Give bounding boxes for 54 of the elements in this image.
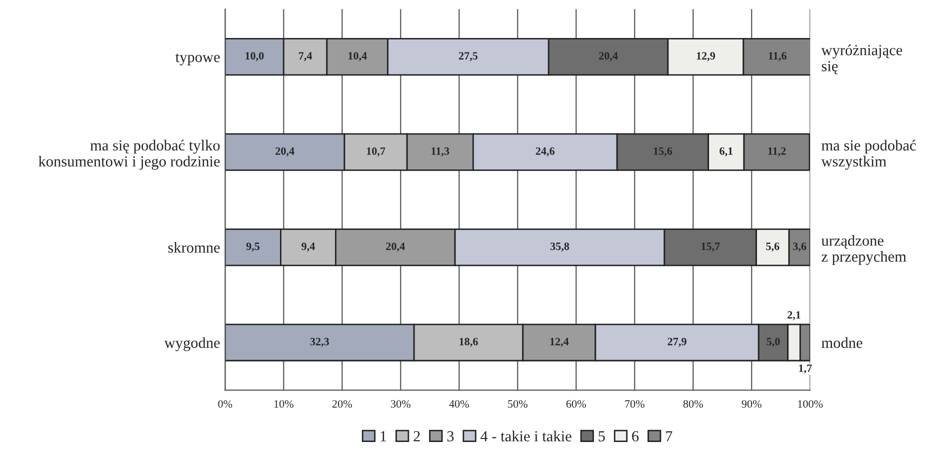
y-tick-label: skromne (168, 242, 220, 253)
x-tick-label: 20% (332, 400, 352, 408)
x-tick-label: 30% (390, 400, 410, 408)
data-label: 27,5 (458, 52, 478, 62)
x-tick-label: 0% (218, 400, 232, 408)
x-tick-label: 10% (274, 400, 294, 408)
data-label: 27,9 (668, 338, 686, 347)
data-label: 5,6 (766, 242, 780, 252)
legend-label: 2 (414, 431, 420, 442)
legend-label: 6 (632, 431, 639, 442)
x-tick-label: 40% (449, 400, 469, 408)
x-tick-label: 80% (683, 400, 703, 408)
data-label: 18,6 (460, 338, 478, 347)
legend-label: 3 (447, 431, 454, 442)
data-label: 11,6 (768, 52, 786, 62)
data-label: 12,4 (550, 338, 569, 347)
data-label: 5,0 (766, 338, 780, 347)
data-label: 35,8 (550, 242, 570, 252)
legend-label: 4 - takie i takie (480, 430, 572, 442)
legend-label: 1 (380, 431, 386, 442)
data-label: 6,1 (720, 147, 733, 156)
x-tick-label: 90% (742, 400, 762, 408)
y2-tick-label: wyróżniające się (821, 44, 902, 74)
data-label: 7,4 (298, 52, 312, 62)
y2-tick-label: modne (822, 337, 862, 348)
data-label: 1,7 (799, 364, 812, 374)
data-label: 2,1 (788, 311, 800, 320)
y-tick-label: wygodne (164, 337, 220, 352)
data-label: 20,4 (386, 242, 405, 252)
data-label: 10,4 (348, 52, 367, 62)
y-tick-label: ma się podobać tylko konsumentowi i jego rodzinie (38, 140, 220, 170)
data-label: 24,6 (536, 147, 555, 156)
x-tick-label: 70% (625, 400, 644, 408)
y-tick-label: typowe (175, 53, 220, 66)
data-label: 15,7 (702, 242, 720, 252)
data-label: 11,2 (768, 147, 786, 156)
y2-tick-label: ma sie podobać wszystkim (821, 140, 916, 170)
data-label: 32,3 (310, 338, 329, 347)
data-label: 9,4 (302, 242, 315, 252)
data-label: 20,4 (276, 147, 294, 156)
x-tick-label: 100% (798, 400, 823, 408)
data-label: 12,9 (696, 52, 716, 62)
data-label: 10,0 (246, 52, 264, 62)
data-label: 20,4 (599, 52, 618, 62)
data-label: 10,7 (366, 147, 386, 156)
x-tick-label: 50% (508, 400, 528, 408)
data-label: 15,6 (654, 147, 672, 156)
data-label: 11,3 (432, 147, 450, 156)
legend-label: 5 (598, 431, 605, 442)
data-label: 9,5 (246, 242, 260, 252)
x-tick-label: 60% (566, 400, 586, 408)
legend-label: 7 (666, 431, 672, 442)
y2-tick-label: urządzone z przepychem (821, 235, 906, 265)
data-label: 3,6 (793, 242, 806, 252)
